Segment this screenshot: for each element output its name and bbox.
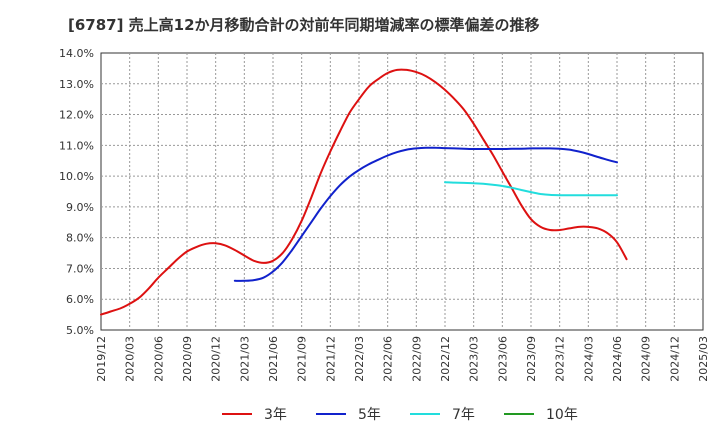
x-tick-label: 2024/06 [611, 336, 624, 382]
x-tick-label: 2020/09 [181, 336, 194, 382]
x-tick-label: 2021/12 [324, 336, 337, 382]
series-line-5年 [233, 146, 618, 282]
grid-layer [101, 53, 703, 330]
x-tick-label: 2022/06 [382, 336, 395, 382]
plot-area [100, 52, 704, 331]
x-tick-label: 2023/12 [554, 336, 567, 382]
y-tick-label: 7.0% [66, 262, 94, 275]
legend-label: 7年 [452, 407, 475, 423]
y-tick-label: 6.0% [66, 293, 94, 306]
x-axis: 2019/12 2020/03 2020/06 2020/09 2020/12 2021/… [95, 336, 710, 382]
y-tick-label: 8.0% [66, 232, 94, 245]
legend-label: 5年 [358, 407, 381, 423]
x-tick-label: 2022/03 [353, 336, 366, 382]
series-layer [100, 68, 628, 316]
series-line-3年 [100, 68, 628, 316]
x-tick-label: 2021/09 [296, 336, 309, 382]
x-tick-label: 2020/06 [152, 336, 165, 382]
legend-label: 3年 [264, 407, 287, 423]
x-tick-label: 2024/12 [668, 336, 681, 382]
y-tick-label: 11.0% [59, 139, 94, 152]
x-tick-label: 2023/03 [468, 336, 481, 382]
x-tick-label: 2023/09 [525, 336, 538, 382]
x-tick-label: 2020/12 [210, 336, 223, 382]
x-tick-label: 2019/12 [95, 336, 108, 382]
y-tick-label: 10.0% [59, 170, 94, 183]
x-tick-label: 2022/12 [439, 336, 452, 382]
chart-title: [6787] 売上高12か月移動合計の対前年同期増減率の標準偏差の推移 [68, 16, 540, 34]
x-tick-label: 2024/09 [640, 336, 653, 382]
y-tick-label: 5.0% [66, 324, 94, 337]
legend-label: 10年 [546, 407, 578, 423]
x-tick-label: 2024/03 [582, 336, 595, 382]
y-tick-label: 14.0% [59, 47, 94, 60]
legend: 3年 5年 7年 10年 [222, 407, 578, 423]
x-tick-label: 2021/06 [267, 336, 280, 382]
x-tick-label: 2022/09 [410, 336, 423, 382]
x-tick-label: 2023/06 [496, 336, 509, 382]
x-tick-label: 2025/03 [697, 336, 710, 382]
x-tick-label: 2020/03 [124, 336, 137, 382]
x-tick-label: 2021/03 [238, 336, 251, 382]
y-axis: 5.0% 6.0% 7.0% 8.0% 9.0% 10.0% 11.0% 12.0% 13.0%… [59, 47, 94, 337]
y-tick-label: 9.0% [66, 201, 94, 214]
series-line-7年 [444, 181, 618, 197]
y-tick-label: 12.0% [59, 109, 94, 122]
y-tick-label: 13.0% [59, 78, 94, 91]
